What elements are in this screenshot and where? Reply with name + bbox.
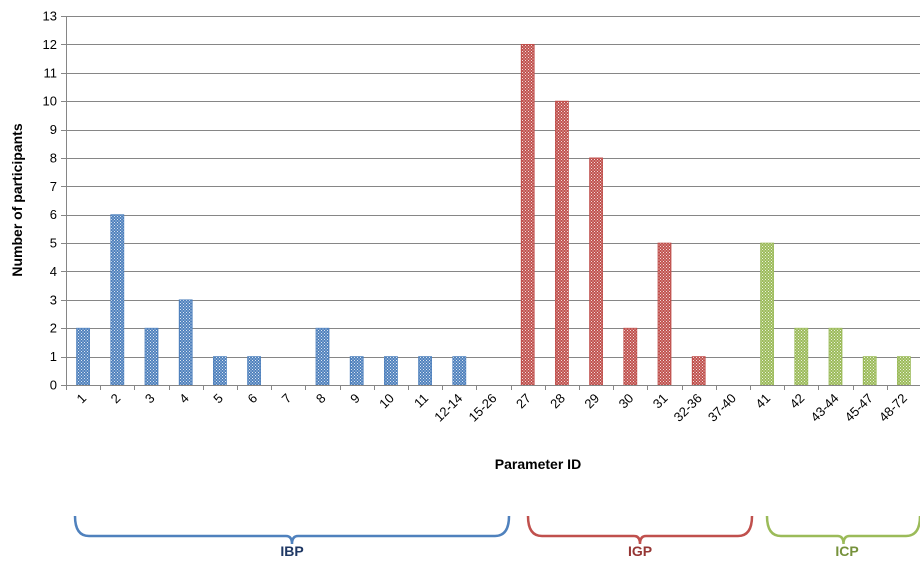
y-tick-label: 8 — [50, 150, 57, 165]
y-tick-label: 3 — [50, 292, 57, 307]
x-tick-label: 30 — [616, 391, 637, 412]
x-tick-label: 32-36 — [671, 391, 705, 425]
x-tick-label: 43-44 — [808, 391, 842, 425]
bar-12-14 — [452, 356, 467, 386]
x-tick-label: 29 — [581, 391, 602, 412]
bar-11 — [418, 356, 433, 386]
bar-43-44 — [828, 327, 843, 386]
bar-48-72 — [897, 356, 911, 386]
bar-6 — [247, 356, 262, 386]
x-tick-label: 11 — [411, 391, 431, 411]
x-tick-label: 31 — [650, 391, 671, 412]
brace-icp — [765, 515, 920, 545]
x-tick-label: 28 — [547, 391, 568, 412]
brace-ibp — [73, 515, 511, 545]
bar-10 — [383, 356, 398, 386]
y-tick-label: 11 — [44, 65, 58, 80]
y-tick-label: 5 — [50, 236, 57, 251]
x-tick-label: 48-72 — [876, 391, 910, 425]
bar-3 — [144, 327, 159, 386]
brace-igp — [526, 515, 754, 545]
x-tick-label: 42 — [787, 391, 808, 412]
group-label-ibp: IBP — [280, 543, 303, 559]
bar-45-47 — [862, 356, 877, 386]
y-tick-label: 0 — [50, 378, 57, 393]
axes — [61, 16, 920, 390]
x-tick-label: 5 — [210, 391, 226, 407]
x-tick-label: 10 — [376, 391, 397, 412]
x-tick-labels: 1 2 3 4 5 6 7 8 9 10 11 12-14 15-26 27 28 29 30 31 32-36 37… — [73, 391, 910, 425]
x-axis-label: Parameter ID — [495, 456, 581, 472]
x-tick-label: 1 — [73, 391, 89, 407]
x-tick-label: 45-47 — [842, 391, 876, 425]
x-tick-label: 7 — [279, 391, 295, 407]
bar-27 — [520, 43, 535, 386]
bar-30 — [623, 327, 638, 386]
x-tick-label: 15-26 — [466, 391, 500, 425]
y-tick-label: 7 — [50, 179, 57, 194]
x-tick-label: 12-14 — [431, 391, 465, 425]
bars — [76, 43, 911, 386]
x-tick-label: 37-40 — [705, 391, 739, 425]
bar-8 — [315, 327, 330, 386]
y-axis-label: Number of participants — [9, 123, 25, 276]
x-tick-label: 3 — [142, 391, 158, 407]
bar-29 — [589, 157, 603, 386]
y-tick-label: 13 — [43, 9, 57, 24]
y-tick-label: 12 — [43, 37, 57, 52]
bar-2 — [110, 214, 125, 386]
bar-31 — [657, 242, 672, 386]
y-tick-label: 2 — [50, 321, 57, 336]
y-tick-label: 1 — [50, 349, 57, 364]
bar-9 — [349, 356, 364, 386]
x-tick-label: 2 — [108, 391, 124, 407]
bar-4 — [178, 299, 193, 386]
gridlines — [66, 16, 920, 358]
y-tick-label: 10 — [43, 94, 57, 109]
y-tick-label: 9 — [50, 122, 57, 137]
bar-32-36 — [691, 356, 706, 386]
x-tick-label: 27 — [513, 391, 534, 412]
bar-42 — [794, 327, 809, 386]
group-label-icp: ICP — [835, 543, 858, 559]
x-tick-label: 4 — [176, 391, 192, 407]
group-braces: IBP IGP ICP — [73, 515, 920, 559]
y-tick-label: 6 — [50, 207, 57, 222]
bar-41 — [760, 242, 774, 386]
bar-1 — [76, 327, 90, 386]
x-tick-label: 41 — [752, 391, 773, 412]
x-tick-label: 9 — [347, 391, 363, 407]
group-label-igp: IGP — [628, 543, 652, 559]
y-tick-label: 4 — [50, 264, 57, 279]
x-tick-label: 6 — [244, 391, 260, 407]
bar-5 — [212, 356, 227, 386]
x-tick-label: 8 — [313, 391, 329, 407]
bar-28 — [555, 100, 569, 386]
